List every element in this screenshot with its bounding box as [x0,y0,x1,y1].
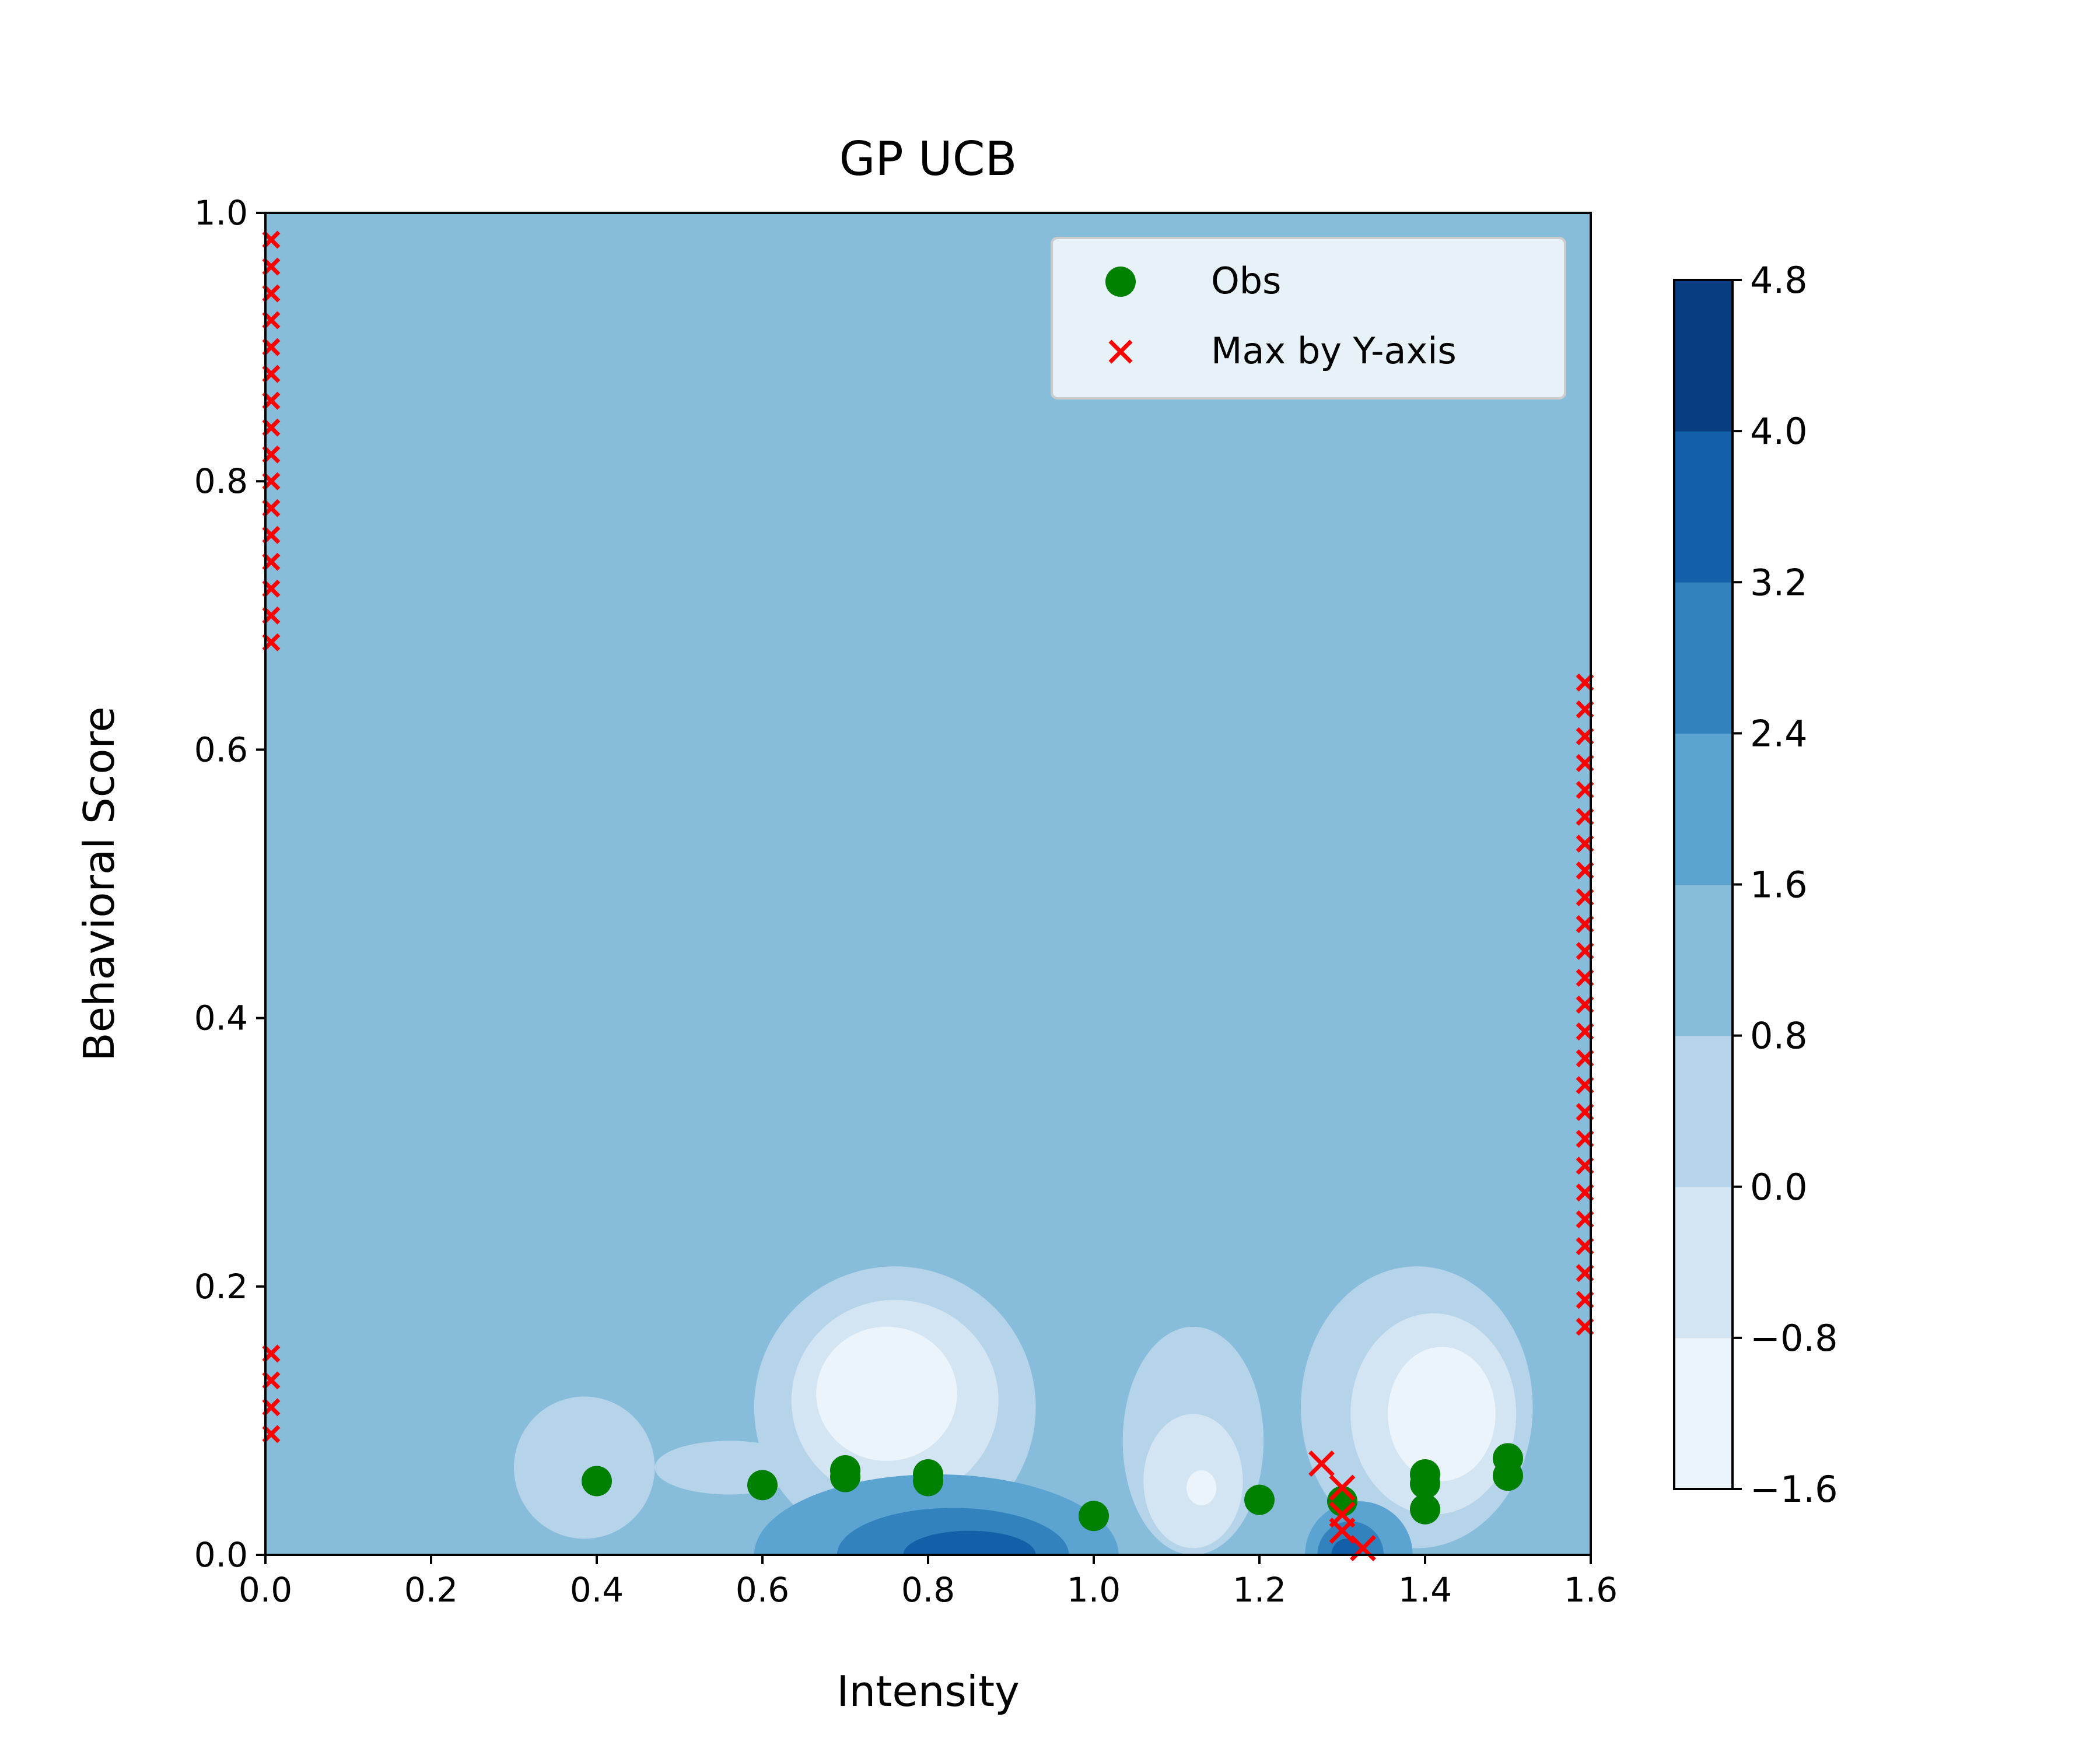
colorbar-tick-label: 0.8 [1750,1015,1808,1057]
plot-area [262,212,1594,1561]
chart-title: GP UCB [839,132,1017,186]
colorbar-band [1674,1337,1732,1490]
x-tick-label: 1.6 [1564,1570,1618,1610]
obs-point [1079,1501,1109,1532]
x-tick-label: 1.2 [1233,1570,1286,1610]
colorbar-band [1674,431,1732,583]
legend-label: Obs [1211,260,1281,302]
contour-fill [265,213,1591,1555]
y-tick-label: 0.6 [194,730,248,769]
colorbar: −1.6 −0.8 0.0 0.8 1.6 2.4 3.2 4.0 4.8 [1673,259,1838,1511]
obs-point [582,1466,612,1497]
colorbar-band [1674,884,1732,1036]
colorbar-band [1674,733,1732,885]
x-tick-label: 0.8 [901,1570,955,1610]
colorbar-tick-label: 4.0 [1750,410,1808,453]
obs-point [1244,1484,1275,1515]
obs-point [747,1470,778,1501]
y-tick-label: 0.8 [194,461,248,501]
contour-region [816,1326,957,1461]
colorbar-tick-label: 0.0 [1750,1166,1808,1208]
colorbar-band [1674,1035,1732,1187]
obs-point [913,1459,943,1490]
x-axis: 0.0 0.2 0.4 0.6 0.8 1.0 1.2 1.4 1.6 [239,1555,1618,1610]
legend-obs-marker [1105,267,1136,297]
y-tick-label: 0.2 [194,1267,248,1306]
x-tick-label: 0.6 [736,1570,789,1610]
contour-region [1186,1470,1217,1505]
y-tick-label: 1.0 [194,193,248,233]
contour-region [903,1530,1036,1555]
colorbar-band [1674,280,1732,432]
colorbar-band [1674,582,1732,734]
x-tick-label: 0.2 [404,1570,458,1610]
obs-point [1410,1459,1440,1490]
legend-box [1051,237,1566,400]
y-tick-label: 0.4 [194,998,248,1038]
obs-point [1410,1494,1440,1525]
legend-max-marker [1108,339,1133,364]
max-marker [1329,1518,1356,1544]
max-marker [1329,1474,1356,1501]
y-axis: 0.0 0.2 0.4 0.6 0.8 1.0 [194,193,265,1575]
legend: Obs Max by Y-axis [1051,237,1566,400]
contour-region [1331,1539,1362,1555]
colorbar-band [1674,1186,1732,1338]
colorbar-tick-label: 4.8 [1750,259,1808,302]
colorbar-tick-label: 1.6 [1750,864,1808,906]
obs-point [1493,1443,1523,1474]
contour-region [1388,1347,1496,1481]
obs-point [830,1455,860,1486]
colorbar-tick-label: −1.6 [1750,1468,1838,1511]
x-tick-label: 1.0 [1067,1570,1121,1610]
colorbar-tick-label: 2.4 [1750,712,1808,755]
colorbar-tick-label: 3.2 [1750,561,1808,604]
colorbar-tick-label: −0.8 [1750,1317,1838,1359]
legend-label: Max by Y-axis [1211,330,1457,372]
y-axis-label: Behavioral Score [75,706,124,1061]
contour-region [514,1396,655,1539]
x-axis-label: Intensity [836,1667,1019,1716]
x-tick-label: 0.0 [239,1570,292,1610]
y-tick-label: 0.0 [194,1535,248,1575]
x-tick-label: 1.4 [1398,1570,1452,1610]
max-marker [1308,1450,1335,1477]
x-tick-label: 0.4 [570,1570,624,1610]
